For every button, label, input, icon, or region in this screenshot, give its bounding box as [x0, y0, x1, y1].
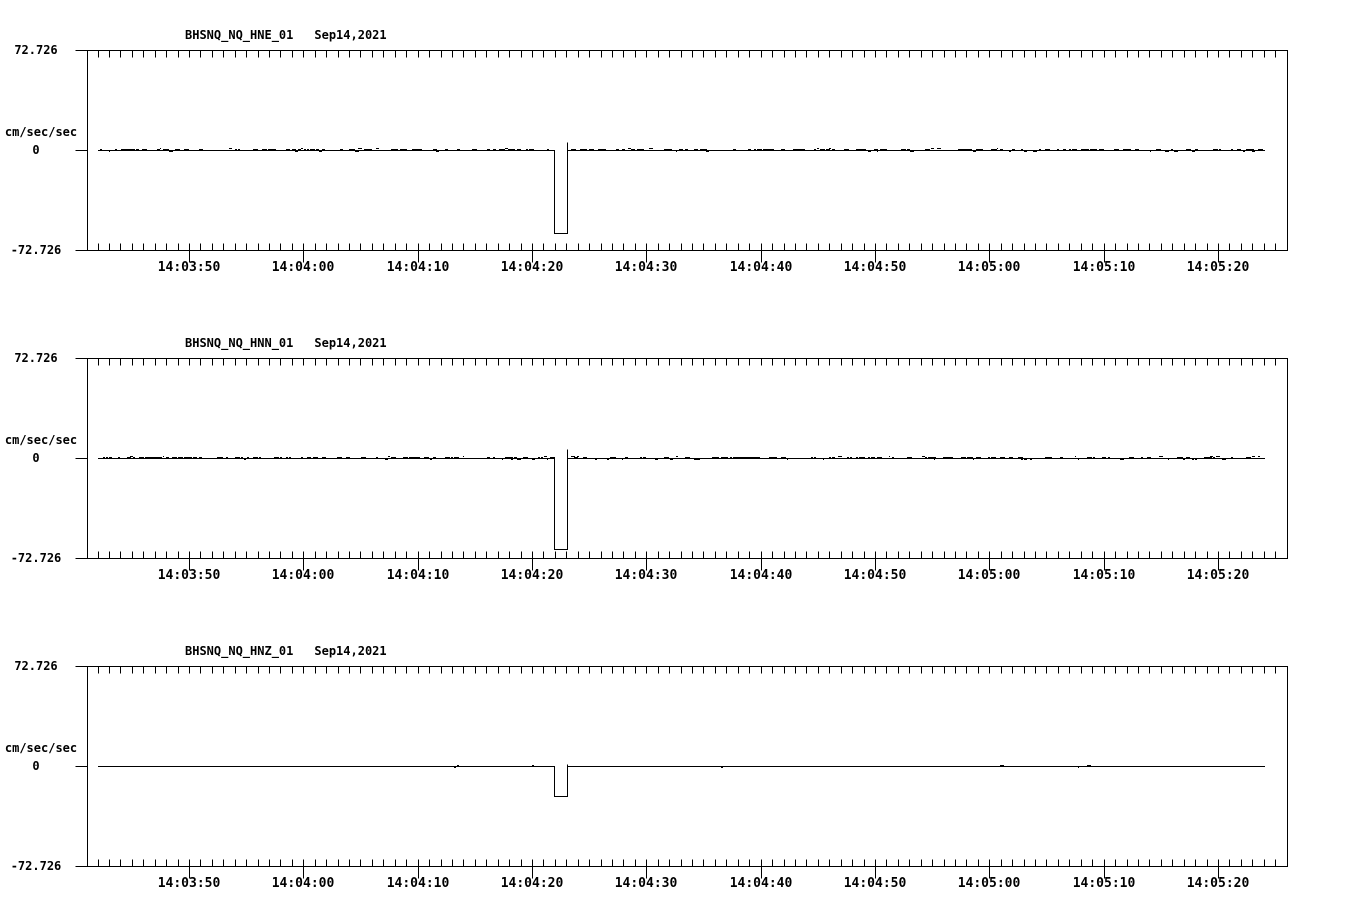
axis-ticks [75, 50, 1288, 263]
x-axis-label: 14:05:00 [957, 568, 1021, 583]
station-channel-label: BHSNQ_NQ_HNZ_01 [185, 644, 294, 658]
y-axis-max-label: 72.726 [14, 351, 58, 365]
x-axis-label: 14:04:50 [843, 568, 907, 583]
y-axis-unit-label: cm/sec/sec [4, 125, 78, 139]
plot-svg-hne [75, 50, 1288, 263]
date-label: Sep14,2021 [314, 336, 387, 350]
x-axis-label: 14:03:50 [157, 568, 221, 583]
x-axis-label: 14:04:40 [729, 260, 793, 275]
y-axis-max-label: 72.726 [14, 43, 58, 57]
station-channel-label: BHSNQ_NQ_HNN_01 [185, 336, 294, 350]
y-axis-min-label: -72.726 [10, 859, 62, 873]
x-axis-label: 14:04:10 [386, 568, 450, 583]
x-axis-label: 14:05:10 [1072, 876, 1136, 891]
x-axis-label: 14:04:40 [729, 876, 793, 891]
x-axis-label: 14:04:00 [271, 260, 335, 275]
trace-noise-hnz [454, 765, 1091, 768]
x-axis-label: 14:05:20 [1186, 876, 1250, 891]
trace-noise-hnn [103, 456, 1260, 460]
y-axis-zero-label: 0 [32, 143, 40, 157]
y-axis-max-label: 72.726 [14, 659, 58, 673]
x-axis-label: 14:05:20 [1186, 260, 1250, 275]
x-axis-label: 14:05:20 [1186, 568, 1250, 583]
trace-hne [98, 142, 1265, 234]
x-axis-label: 14:05:10 [1072, 260, 1136, 275]
trace-hnz [98, 764, 1265, 797]
x-axis-label: 14:04:20 [500, 876, 564, 891]
y-axis-min-label: -72.726 [10, 243, 62, 257]
x-axis-label: 14:04:00 [271, 876, 335, 891]
x-axis-label: 14:04:10 [386, 260, 450, 275]
y-axis-min-label: -72.726 [10, 551, 62, 565]
seismogram-panel-hnz: BHSNQ_NQ_HNZ_01 Sep14,2021 72.726 cm/sec/… [0, 616, 1358, 924]
plot-svg-hnz [75, 666, 1288, 879]
x-axis-label: 14:03:50 [157, 260, 221, 275]
y-axis-zero-label: 0 [32, 451, 40, 465]
x-axis-label: 14:05:00 [957, 876, 1021, 891]
x-axis-label: 14:04:50 [843, 260, 907, 275]
panel-title: BHSNQ_NQ_HNZ_01 Sep14,2021 [185, 644, 387, 658]
date-label: Sep14,2021 [314, 28, 387, 42]
x-axis-label: 14:05:10 [1072, 568, 1136, 583]
y-axis-zero-label: 0 [32, 759, 40, 773]
x-axis-label: 14:04:20 [500, 260, 564, 275]
axis-ticks [75, 358, 1288, 571]
panel-title: BHSNQ_NQ_HNE_01 Sep14,2021 [185, 28, 387, 42]
panel-title: BHSNQ_NQ_HNN_01 Sep14,2021 [185, 336, 387, 350]
x-axis-label: 14:04:30 [614, 876, 678, 891]
x-axis-label: 14:04:30 [614, 260, 678, 275]
station-channel-label: BHSNQ_NQ_HNE_01 [185, 28, 294, 42]
x-axis-label: 14:03:50 [157, 876, 221, 891]
x-axis-label: 14:04:10 [386, 876, 450, 891]
y-axis-unit-label: cm/sec/sec [4, 741, 78, 755]
x-axis-label: 14:04:50 [843, 876, 907, 891]
axis-ticks [75, 666, 1288, 879]
x-axis-label: 14:04:30 [614, 568, 678, 583]
plot-svg-hnn [75, 358, 1288, 571]
trace-noise-hne [100, 148, 1263, 152]
x-axis-label: 14:05:00 [957, 260, 1021, 275]
seismogram-panel-hne: BHSNQ_NQ_HNE_01 Sep14,2021 72.726 cm/sec/… [0, 0, 1358, 308]
x-axis-label: 14:04:40 [729, 568, 793, 583]
x-axis-label: 14:04:00 [271, 568, 335, 583]
seismogram-panel-hnn: BHSNQ_NQ_HNN_01 Sep14,2021 72.726 cm/sec/… [0, 308, 1358, 616]
y-axis-unit-label: cm/sec/sec [4, 433, 78, 447]
date-label: Sep14,2021 [314, 644, 387, 658]
trace-hnn [98, 449, 1265, 550]
x-axis-label: 14:04:20 [500, 568, 564, 583]
